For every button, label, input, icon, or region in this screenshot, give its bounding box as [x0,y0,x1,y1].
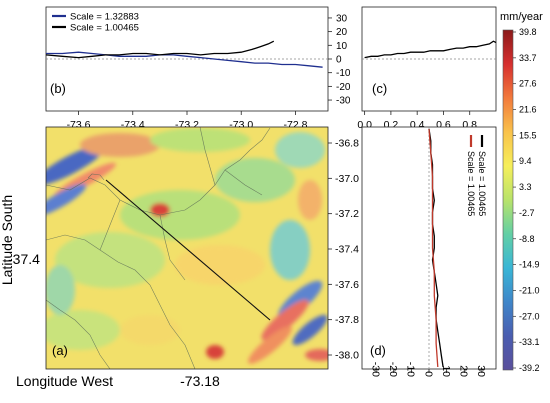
panel-b-y-tick-label: -30 [336,96,351,107]
colorbar-tick-label: -14.9 [519,260,540,270]
panel-b-series [45,40,323,68]
panel-d-x-tick-label: -30 [369,362,381,377]
panel-d-x-tick-label: 30 [475,365,487,377]
panel-a-lat-tick-label: -37.0 [335,173,359,185]
x-center-label: -73.18 [180,373,220,389]
colorbar-tick-label: 21.6 [519,105,537,115]
panel-a-label: (a) [52,343,68,358]
panel-b-y-tick-label: 0 [336,55,342,66]
panel-d-x-tick-label: 0 [422,371,434,377]
panel-a-lat-ticks: -36.8 -37.0 -37.2 -37.4 -37.6 -37.8 -38.0 [328,138,359,362]
panel-b-y-tick-label: 30 [336,13,348,24]
panel-c-series [364,40,497,59]
panel-d-x-ticks: -30 -20 -10 0 10 20 30 [369,362,487,377]
y-center-label: -37.4 [8,251,40,267]
panel-b-y-ticks: 30 20 10 0 -10 -20 -30 [328,13,351,107]
panel-d-label: (d) [370,343,386,358]
colorbar-ticks: 39.8 33.7 27.6 21.6 15.5 9.4 3.3 -2.7 -8.8 -14.9 -… [513,27,540,373]
panel-a-frame [45,126,329,370]
panel-c-label: (c) [372,81,387,96]
panel-b-y-tick-label: -20 [336,82,351,93]
panel-b-series-line-1 [45,40,275,59]
panel-a-heatmap [46,127,328,369]
panel-b-y-tick-label: -10 [336,68,351,79]
colorbar-tick-label: -8.8 [519,234,535,244]
colorbar-tick-label: 9.4 [519,156,532,166]
panel-c: 0.0 0.2 0.4 0.6 0.8 (c) [357,6,497,131]
colorbar-tick-label: -39.2 [519,363,540,373]
x-axis-title: Longitude West [16,373,113,389]
colorbar-tick-label: -21.0 [519,285,540,295]
panel-a-lat-tick-label: -37.6 [335,279,359,291]
panel-d-x-tick-label: 10 [440,365,452,377]
colorbar-tick-label: 33.7 [519,53,537,63]
colorbar-tick-label: -33.1 [519,337,540,347]
panel-b-legend-label: Scale = 1.32883 [70,12,139,23]
colorbar-tick-label: 39.8 [519,27,537,37]
panel-a: -36.8-37.0-37.2-37.4-37.6-37.8-38.0 (a) … [0,126,359,389]
panel-c-frame [361,6,497,112]
panel-a-lat-tick-label: -37.8 [335,314,359,326]
panel-d-series-line-1 [428,128,439,368]
colorbar-tick-label: 27.6 [519,79,537,89]
panel-d-x-tick-label: -10 [405,362,417,377]
colorbar-unit: mm/year [500,11,543,23]
panel-d-series [428,128,444,368]
panel-a-lat-tick-label: -36.8 [335,138,359,150]
colorbar-tick-label: -2.7 [519,208,535,218]
colorbar: mm/year 39.8 33.7 27.6 21.6 15.5 9.4 3.3 -2.7 -8… [500,11,543,373]
panel-a-lat-tick-label: -38.0 [335,350,359,362]
panel-a-lat-tick-label: -37.2 [335,208,359,220]
panel-a-lat-tick-label: -37.4 [335,244,359,256]
profile-line [105,179,271,321]
panel-d-legend-label: Scale = 1.00465 [477,151,487,216]
panel-b-label: (b) [50,81,66,96]
colorbar-tick-label: 3.3 [519,182,532,192]
panel-c-series-line-0 [364,40,497,59]
panel-b-y-tick-label: 10 [336,41,348,52]
panel-b-y-tick-label: 20 [336,27,348,38]
panel-d-x-tick-label: -20 [387,362,399,377]
panel-d-legend-label: Scale = 1.00465 [466,151,476,216]
y-axis-title: Latitude South [0,195,15,285]
panel-d-x-tick-label: 20 [458,365,470,377]
colorbar-tick-label: 15.5 [519,130,537,140]
panel-b-legend-label: Scale = 1.00465 [70,23,139,34]
colorbar-ramp [502,29,514,371]
colorbar-tick-label: -27.0 [519,311,540,321]
panel-a-boundaries [46,127,271,369]
panel-b-series-line-0 [46,51,323,68]
